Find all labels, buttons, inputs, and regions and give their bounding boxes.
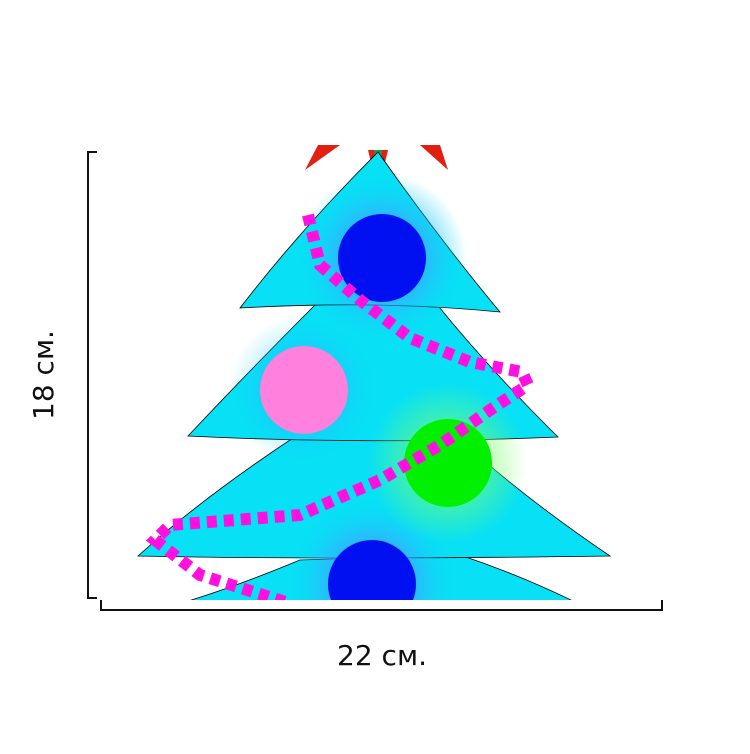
height-bracket [87,151,97,599]
tree-illustration [95,145,668,600]
width-label: 22 см. [337,639,427,672]
height-label: 18 см. [27,330,60,420]
width-bracket [100,600,663,611]
